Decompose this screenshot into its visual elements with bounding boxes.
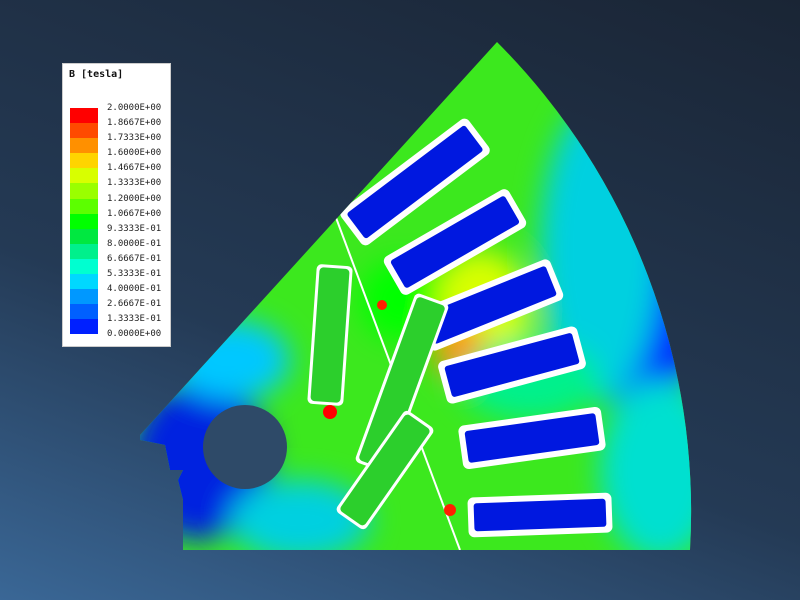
legend-swatch bbox=[70, 274, 98, 290]
legend-label: 2.0000E+00 bbox=[107, 103, 162, 113]
legend-label: 4.0000E-01 bbox=[107, 284, 162, 295]
legend-swatch bbox=[70, 258, 98, 275]
legend-swatch bbox=[70, 168, 98, 184]
legend-swatch bbox=[70, 108, 98, 124]
legend-swatch bbox=[70, 319, 98, 335]
legend-label: 1.3333E-01 bbox=[107, 314, 162, 325]
legend-label: 1.3333E+00 bbox=[107, 178, 162, 189]
legend-swatch bbox=[70, 213, 98, 229]
legend-swatch bbox=[70, 304, 98, 320]
legend-label: 8.0000E-01 bbox=[107, 238, 162, 249]
legend-label: 0.0000E+00 bbox=[107, 329, 162, 340]
legend-color-bar bbox=[70, 108, 98, 335]
legend-label: 1.4667E+00 bbox=[107, 163, 162, 174]
legend-swatch bbox=[70, 123, 98, 139]
color-legend: B [tesla] 2.0000E+00 1.8667E+00 1.7333E+00… bbox=[62, 63, 171, 347]
legend-label: 1.6000E+00 bbox=[107, 148, 162, 159]
legend-label: 9.3333E-01 bbox=[107, 223, 162, 234]
legend-swatch bbox=[70, 243, 98, 259]
legend-swatch bbox=[70, 198, 98, 214]
legend-swatch bbox=[70, 183, 98, 199]
legend-swatch bbox=[70, 153, 98, 169]
legend-swatch bbox=[70, 138, 98, 154]
legend-labels: 2.0000E+00 1.8667E+00 1.7333E+00 1.6000E+00… bbox=[107, 103, 161, 345]
shaft-hole bbox=[203, 405, 287, 489]
motor-section bbox=[140, 42, 692, 550]
legend-label: 6.6667E-01 bbox=[107, 253, 162, 264]
stator-slots bbox=[340, 118, 613, 538]
rotor-magnets bbox=[307, 264, 456, 530]
legend-label: 1.7333E+00 bbox=[107, 133, 162, 144]
legend-label: 5.3333E-01 bbox=[107, 269, 162, 280]
legend-title: B [tesla] bbox=[69, 69, 124, 80]
legend-swatch bbox=[70, 228, 98, 244]
legend-label: 1.2000E+00 bbox=[107, 193, 162, 204]
legend-label: 1.0667E+00 bbox=[107, 208, 162, 219]
legend-label: 2.6667E-01 bbox=[107, 299, 162, 310]
legend-label: 1.8667E+00 bbox=[107, 118, 162, 129]
legend-swatch bbox=[70, 289, 98, 305]
